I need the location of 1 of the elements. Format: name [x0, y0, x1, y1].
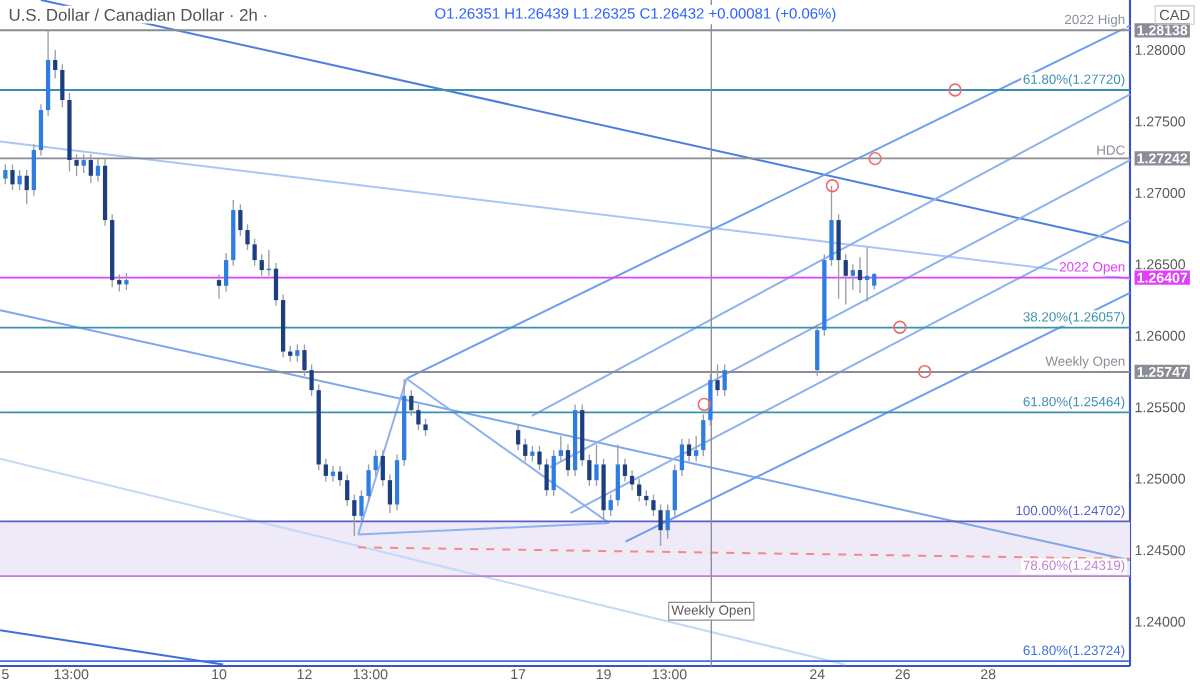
chart-title: U.S. Dollar / Canadian Dollar · 2h · — [9, 8, 267, 21]
